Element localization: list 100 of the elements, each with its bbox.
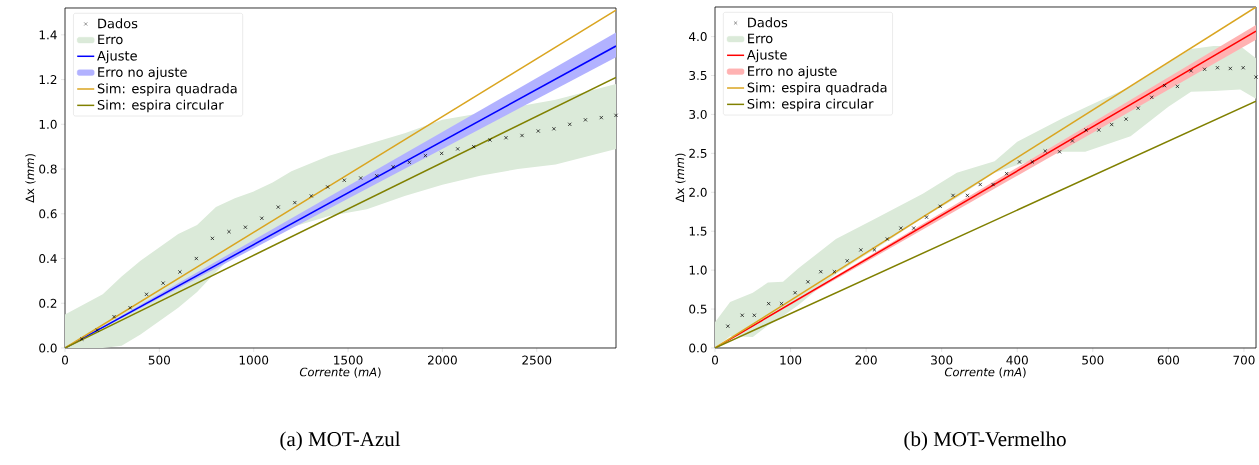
legend-label: Ajuste — [97, 50, 137, 64]
point — [161, 281, 166, 286]
point — [536, 129, 541, 133]
point — [551, 126, 556, 131]
point — [938, 204, 943, 209]
point — [292, 200, 297, 205]
y-tick-label: 0.0 — [39, 343, 57, 353]
x-tick-label: 600 — [1157, 355, 1180, 365]
x-axis-title: Corrente (mA) — [944, 367, 1026, 378]
y-axis-title: Δx (mm) — [25, 154, 36, 203]
legend-label: Erro no ajuste — [98, 66, 187, 80]
y-tick-label: 0.6 — [39, 209, 57, 219]
point — [210, 236, 215, 241]
x-tick-label: 0 — [61, 355, 69, 365]
point — [1228, 66, 1233, 71]
point — [358, 176, 363, 180]
point — [832, 269, 837, 274]
x-tick-label: 1000 — [239, 355, 269, 365]
x-tick-label: 0 — [711, 355, 719, 365]
point — [144, 292, 149, 297]
point — [1043, 149, 1048, 153]
point — [752, 313, 757, 318]
point — [725, 324, 730, 329]
legend-label: Dados — [748, 17, 788, 28]
y-tick-label: 4.0 — [689, 32, 707, 42]
point — [805, 279, 810, 284]
point — [1124, 117, 1129, 122]
point — [1017, 159, 1022, 164]
point — [1241, 65, 1246, 70]
point — [177, 269, 182, 274]
legend-label: Dados — [98, 18, 138, 29]
point — [1136, 106, 1141, 111]
x-tick-label: 100 — [780, 355, 802, 365]
point — [898, 226, 903, 231]
point — [487, 137, 492, 142]
x-tick-label: 2500 — [522, 355, 552, 365]
point — [342, 178, 347, 183]
y-tick-label: 1.2 — [39, 75, 57, 85]
point — [1057, 149, 1062, 154]
point — [325, 184, 330, 189]
point — [423, 153, 428, 158]
point — [227, 229, 231, 234]
point — [991, 182, 996, 187]
point — [374, 173, 379, 178]
point — [614, 113, 618, 118]
y-axis-title: Δx (mm) — [675, 153, 686, 203]
y-tick-label: 2.5 — [689, 148, 707, 158]
point — [1215, 65, 1220, 70]
point — [911, 226, 916, 231]
y-tick-label: 3.0 — [689, 109, 707, 119]
point — [583, 117, 588, 122]
point — [978, 182, 983, 187]
text: (b) MOT-Vermelho — [904, 431, 1066, 451]
x-tick-label: 500 — [1082, 355, 1104, 365]
x-tick-label: 200 — [855, 355, 877, 365]
point — [885, 237, 890, 241]
point — [1149, 95, 1154, 100]
point — [194, 256, 199, 261]
point — [1096, 128, 1101, 132]
point — [766, 301, 771, 306]
point — [793, 290, 798, 295]
legend-label: Sim: espira circular — [97, 99, 224, 113]
legend-label: Ajuste — [746, 49, 787, 63]
legend-label: Erro no ajuste — [748, 65, 837, 79]
y-tick-label: 1.5 — [689, 226, 707, 236]
y-tick-label: 0.0 — [689, 343, 707, 353]
point — [309, 193, 314, 198]
legend-label: Sim: espira circular — [747, 98, 874, 112]
point — [95, 328, 100, 333]
point — [407, 160, 412, 165]
y-tick-label: 1.4 — [39, 30, 57, 40]
y-tick-label: 0.2 — [39, 298, 57, 308]
point — [1254, 75, 1258, 80]
point — [872, 247, 877, 252]
y-tick-label: 3.5 — [689, 70, 707, 81]
y-tick-label: 0.5 — [689, 304, 707, 314]
point — [858, 247, 863, 252]
point — [1202, 67, 1207, 72]
text: (a) MOT-Azul — [280, 431, 401, 451]
x-tick-label: 300 — [931, 355, 953, 365]
point — [243, 225, 248, 230]
y-tick-label: 0.8 — [39, 164, 57, 174]
point — [818, 269, 823, 274]
point — [1070, 138, 1075, 143]
point — [276, 205, 281, 210]
point — [965, 193, 970, 198]
y-tick-label: 2.0 — [689, 187, 707, 197]
y-tick-label: 1.0 — [689, 265, 707, 275]
point — [391, 164, 396, 169]
point — [471, 144, 476, 149]
point — [845, 258, 850, 263]
y-tick-label: 0.4 — [39, 253, 57, 264]
point — [567, 122, 572, 127]
point — [1030, 159, 1035, 164]
point — [259, 216, 264, 221]
legend-label: Sim: espira quadrada — [747, 82, 887, 95]
x-tick-label: 400 — [1006, 355, 1028, 365]
legend-label: Erro — [748, 33, 773, 44]
point — [779, 301, 784, 306]
point — [520, 133, 525, 138]
